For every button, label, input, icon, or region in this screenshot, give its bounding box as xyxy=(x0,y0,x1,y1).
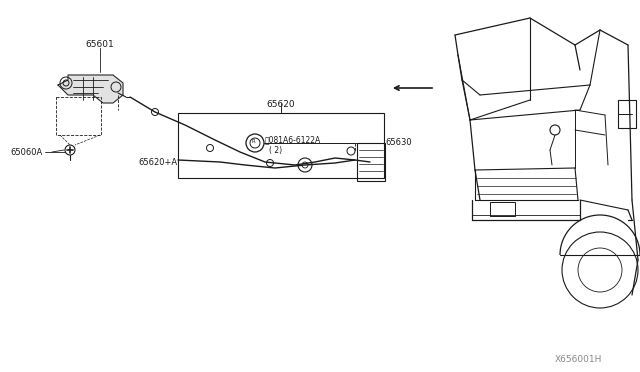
Text: 65620: 65620 xyxy=(266,100,294,109)
Text: 65630: 65630 xyxy=(385,138,412,147)
Polygon shape xyxy=(58,75,123,103)
Bar xyxy=(178,113,384,178)
Text: X656001H: X656001H xyxy=(555,355,602,364)
Text: Ⓡ081A6-6122A: Ⓡ081A6-6122A xyxy=(265,135,321,144)
Bar xyxy=(618,100,636,128)
Bar xyxy=(490,202,515,216)
Bar xyxy=(56,97,101,135)
Text: ( 2): ( 2) xyxy=(269,146,282,155)
Text: 65620+A: 65620+A xyxy=(138,158,177,167)
Text: 65601: 65601 xyxy=(85,40,114,49)
Text: R: R xyxy=(251,139,255,144)
Bar xyxy=(357,143,385,181)
Text: 65060A: 65060A xyxy=(10,148,42,157)
